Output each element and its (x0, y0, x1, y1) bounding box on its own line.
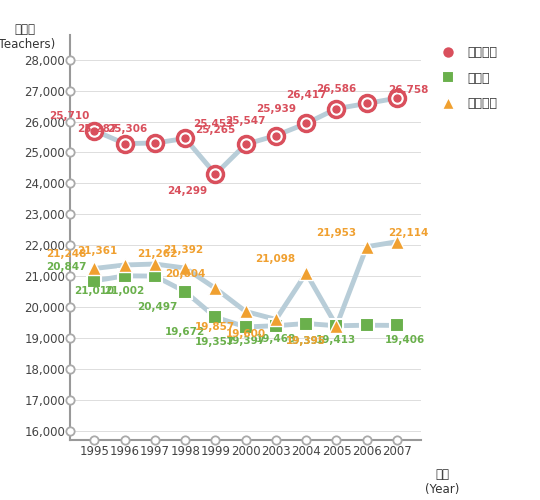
Text: 25,306: 25,306 (107, 124, 147, 134)
Text: 연도
(Year): 연도 (Year) (425, 468, 460, 496)
Text: 24,299: 24,299 (167, 186, 208, 196)
Text: 19,600: 19,600 (225, 330, 266, 340)
Text: 19,672: 19,672 (165, 328, 205, 338)
Text: 21,262: 21,262 (137, 249, 178, 259)
Text: 19,395: 19,395 (286, 336, 326, 346)
Text: 21,098: 21,098 (255, 254, 296, 264)
Text: 22,114: 22,114 (388, 228, 428, 238)
Text: 19,413: 19,413 (316, 336, 356, 345)
Text: 19,395: 19,395 (286, 336, 326, 346)
Text: 20,497: 20,497 (137, 302, 178, 312)
Text: 교원수
(Teachers): 교원수 (Teachers) (0, 23, 55, 51)
Text: 21,248: 21,248 (46, 250, 87, 260)
Text: 25,453: 25,453 (193, 120, 233, 130)
Text: 26,417: 26,417 (286, 90, 326, 100)
Legend: 초등학교, 중학교, 고등학교: 초등학교, 중학교, 고등학교 (431, 42, 502, 116)
Text: 25,287: 25,287 (77, 124, 117, 134)
Text: 26,758: 26,758 (388, 84, 428, 94)
Text: 21,361: 21,361 (77, 246, 117, 256)
Text: 25,710: 25,710 (49, 112, 90, 122)
Text: 19,397: 19,397 (225, 336, 266, 346)
Text: 25,547: 25,547 (225, 116, 266, 126)
Text: 21,392: 21,392 (163, 245, 202, 255)
Text: 26,586: 26,586 (316, 84, 356, 94)
Text: 19,857: 19,857 (195, 322, 235, 332)
Text: 20,847: 20,847 (46, 262, 87, 272)
Text: 19,406: 19,406 (385, 336, 426, 345)
Text: 19,357: 19,357 (195, 337, 235, 347)
Text: 21,002: 21,002 (104, 286, 145, 296)
Text: 19,468: 19,468 (255, 334, 296, 344)
Text: 20,604: 20,604 (165, 270, 205, 280)
Text: 21,010: 21,010 (74, 286, 114, 296)
Text: 21,953: 21,953 (316, 228, 356, 237)
Text: 25,939: 25,939 (255, 104, 296, 115)
Text: 25,265: 25,265 (195, 125, 235, 135)
